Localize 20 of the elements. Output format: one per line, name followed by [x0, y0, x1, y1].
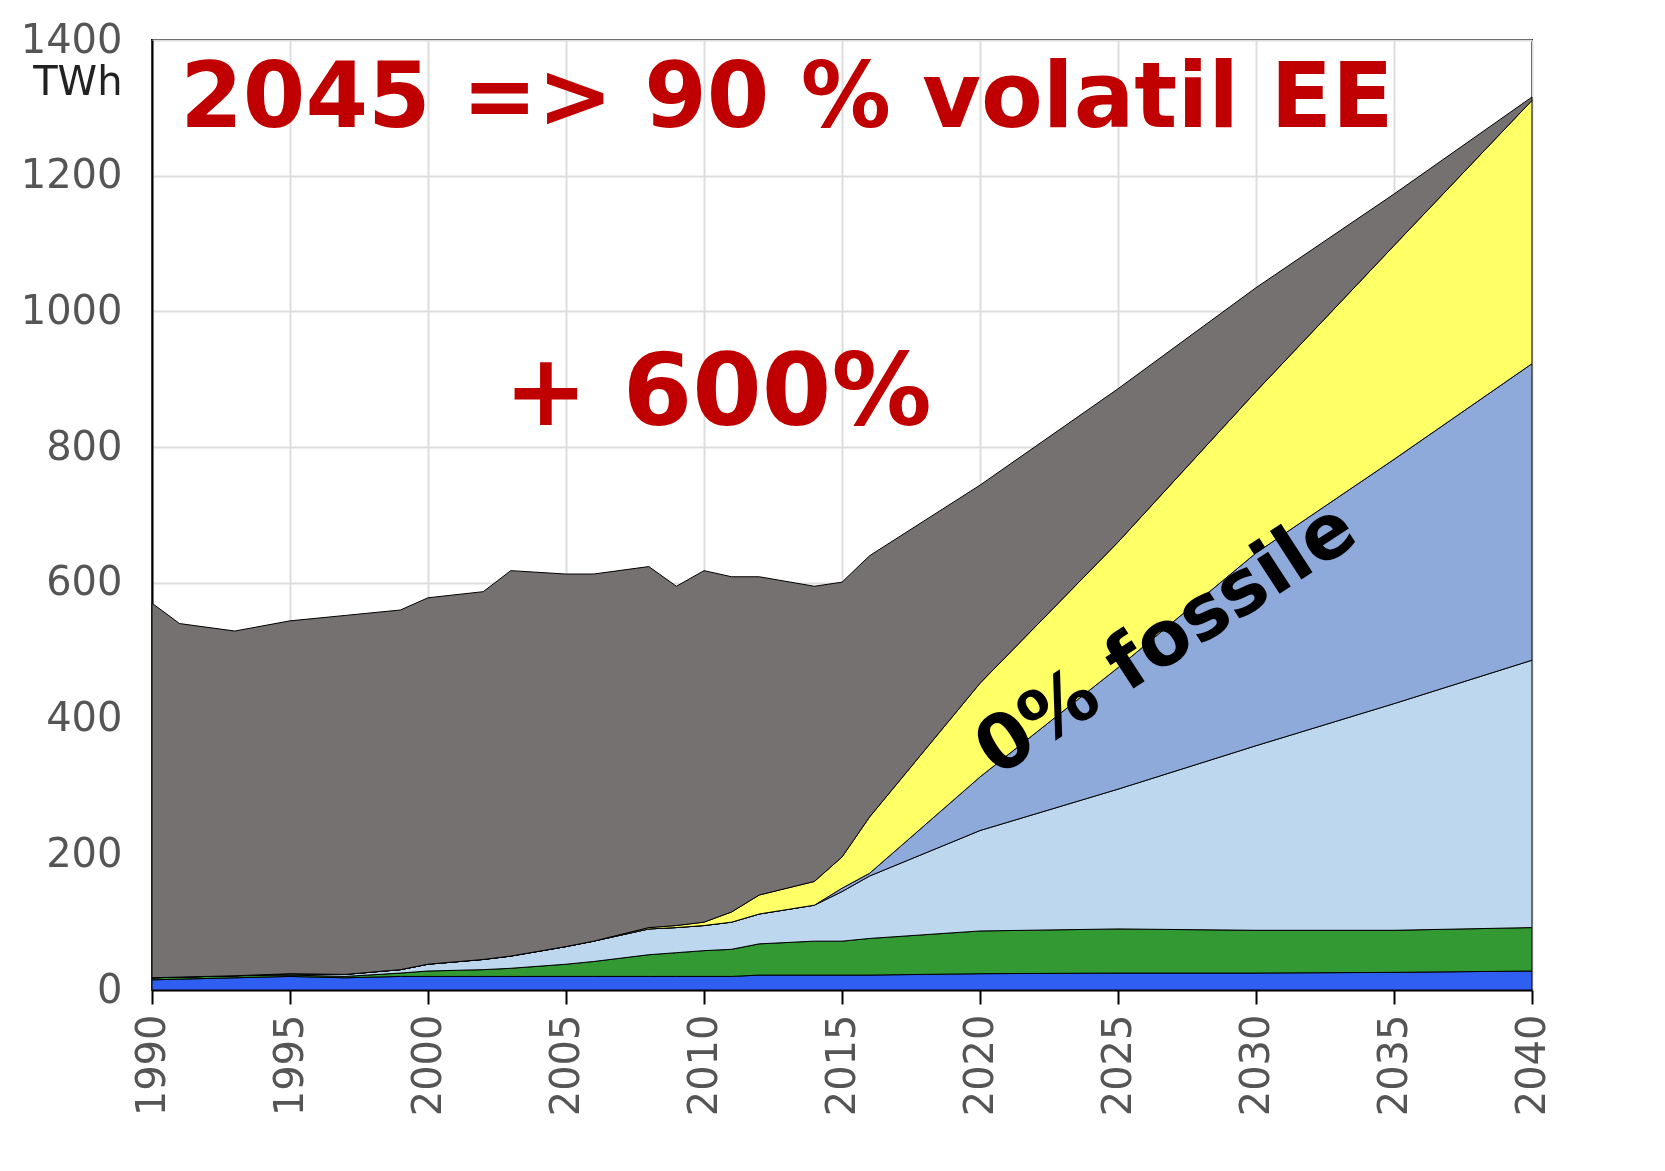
x-tick-label: 2020	[955, 1014, 1002, 1117]
x-tick-label: 2040	[1507, 1014, 1554, 1117]
y-tick-label: 400	[46, 694, 123, 741]
annotation: 2045 => 90 % volatil EE	[180, 43, 1394, 148]
annotation: + 600%	[504, 332, 932, 449]
x-tick-label: 2015	[817, 1014, 864, 1117]
y-tick-label: 1000	[20, 286, 123, 333]
y-tick-label: 800	[46, 422, 123, 469]
x-tick-label: 1990	[127, 1014, 174, 1117]
x-tick-label: 1995	[265, 1014, 312, 1117]
y-tick-label: 1200	[20, 151, 123, 198]
x-tick-label: 2010	[679, 1014, 726, 1117]
y-tick-label: 0	[97, 965, 123, 1012]
x-tick-label: 2000	[403, 1014, 450, 1117]
x-tick-label: 2005	[541, 1014, 588, 1117]
x-tick-label: 2030	[1231, 1014, 1278, 1117]
y-tick-label: 600	[46, 558, 123, 605]
x-tick-label: 2025	[1093, 1014, 1140, 1117]
x-tick-label: 2035	[1369, 1014, 1416, 1117]
y-tick-label: 200	[46, 829, 123, 876]
